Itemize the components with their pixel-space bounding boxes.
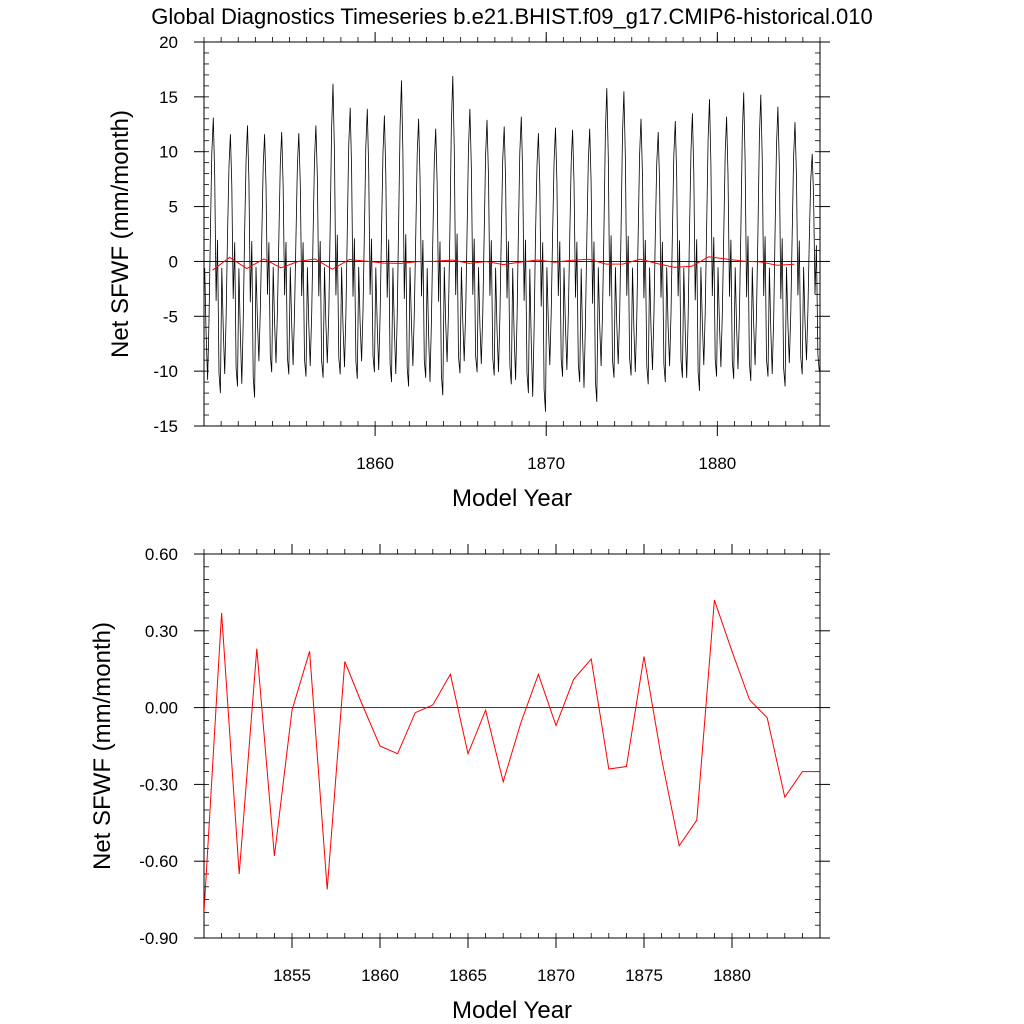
- x-tick-label: 1855: [273, 966, 311, 985]
- x-tick-label: 1860: [356, 454, 394, 473]
- x-tick-label: 1880: [713, 966, 751, 985]
- plot-frame: [203, 553, 821, 939]
- y-tick-label: 5: [169, 198, 178, 217]
- y-tick-label: -5: [163, 307, 178, 326]
- series-line-annual-mean: [212, 256, 795, 271]
- y-tick-label: -10: [153, 362, 178, 381]
- chart-title: Global Diagnostics Timeseries b.e21.BHIS…: [151, 4, 872, 29]
- y-axis-label: Net SFWF (mm/month): [107, 110, 134, 358]
- timeseries-panel-monthly: 1860 1870 1880 -15 -10 -5 0 5 10 15 20 Model Year Ne…: [107, 32, 830, 512]
- x-tick-label: 1860: [361, 966, 399, 985]
- y-tick-label: -15: [153, 417, 178, 436]
- x-tick-label: 1870: [537, 966, 575, 985]
- y-tick-label: 0.60: [145, 545, 178, 564]
- x-axis-label: Model Year: [452, 485, 572, 512]
- y-tick-label: 0.30: [145, 622, 178, 641]
- y-tick-label: 10: [159, 143, 178, 162]
- x-tick-label: 1870: [527, 454, 565, 473]
- y-tick-label: 15: [159, 88, 178, 107]
- series-line-monthly: [204, 75, 820, 412]
- y-tick-label: -0.90: [139, 929, 178, 948]
- timeseries-panel-annual: 1855 1860 1865 1870 1875 1880 -0.90 -0.60 -0.30 0…: [89, 544, 830, 1024]
- y-tick-label: -0.30: [139, 775, 178, 794]
- x-tick-label: 1865: [449, 966, 487, 985]
- y-tick-label: 20: [159, 33, 178, 52]
- y-tick-label: 0.00: [145, 699, 178, 718]
- series-line-annual-mean: [204, 599, 820, 913]
- y-axis-label: Net SFWF (mm/month): [89, 622, 116, 870]
- x-tick-label: 1875: [625, 966, 663, 985]
- y-tick-label: 0: [169, 252, 178, 271]
- y-tick-label: -0.60: [139, 852, 178, 871]
- x-axis-label: Model Year: [452, 997, 572, 1024]
- x-tick-label: 1880: [698, 454, 736, 473]
